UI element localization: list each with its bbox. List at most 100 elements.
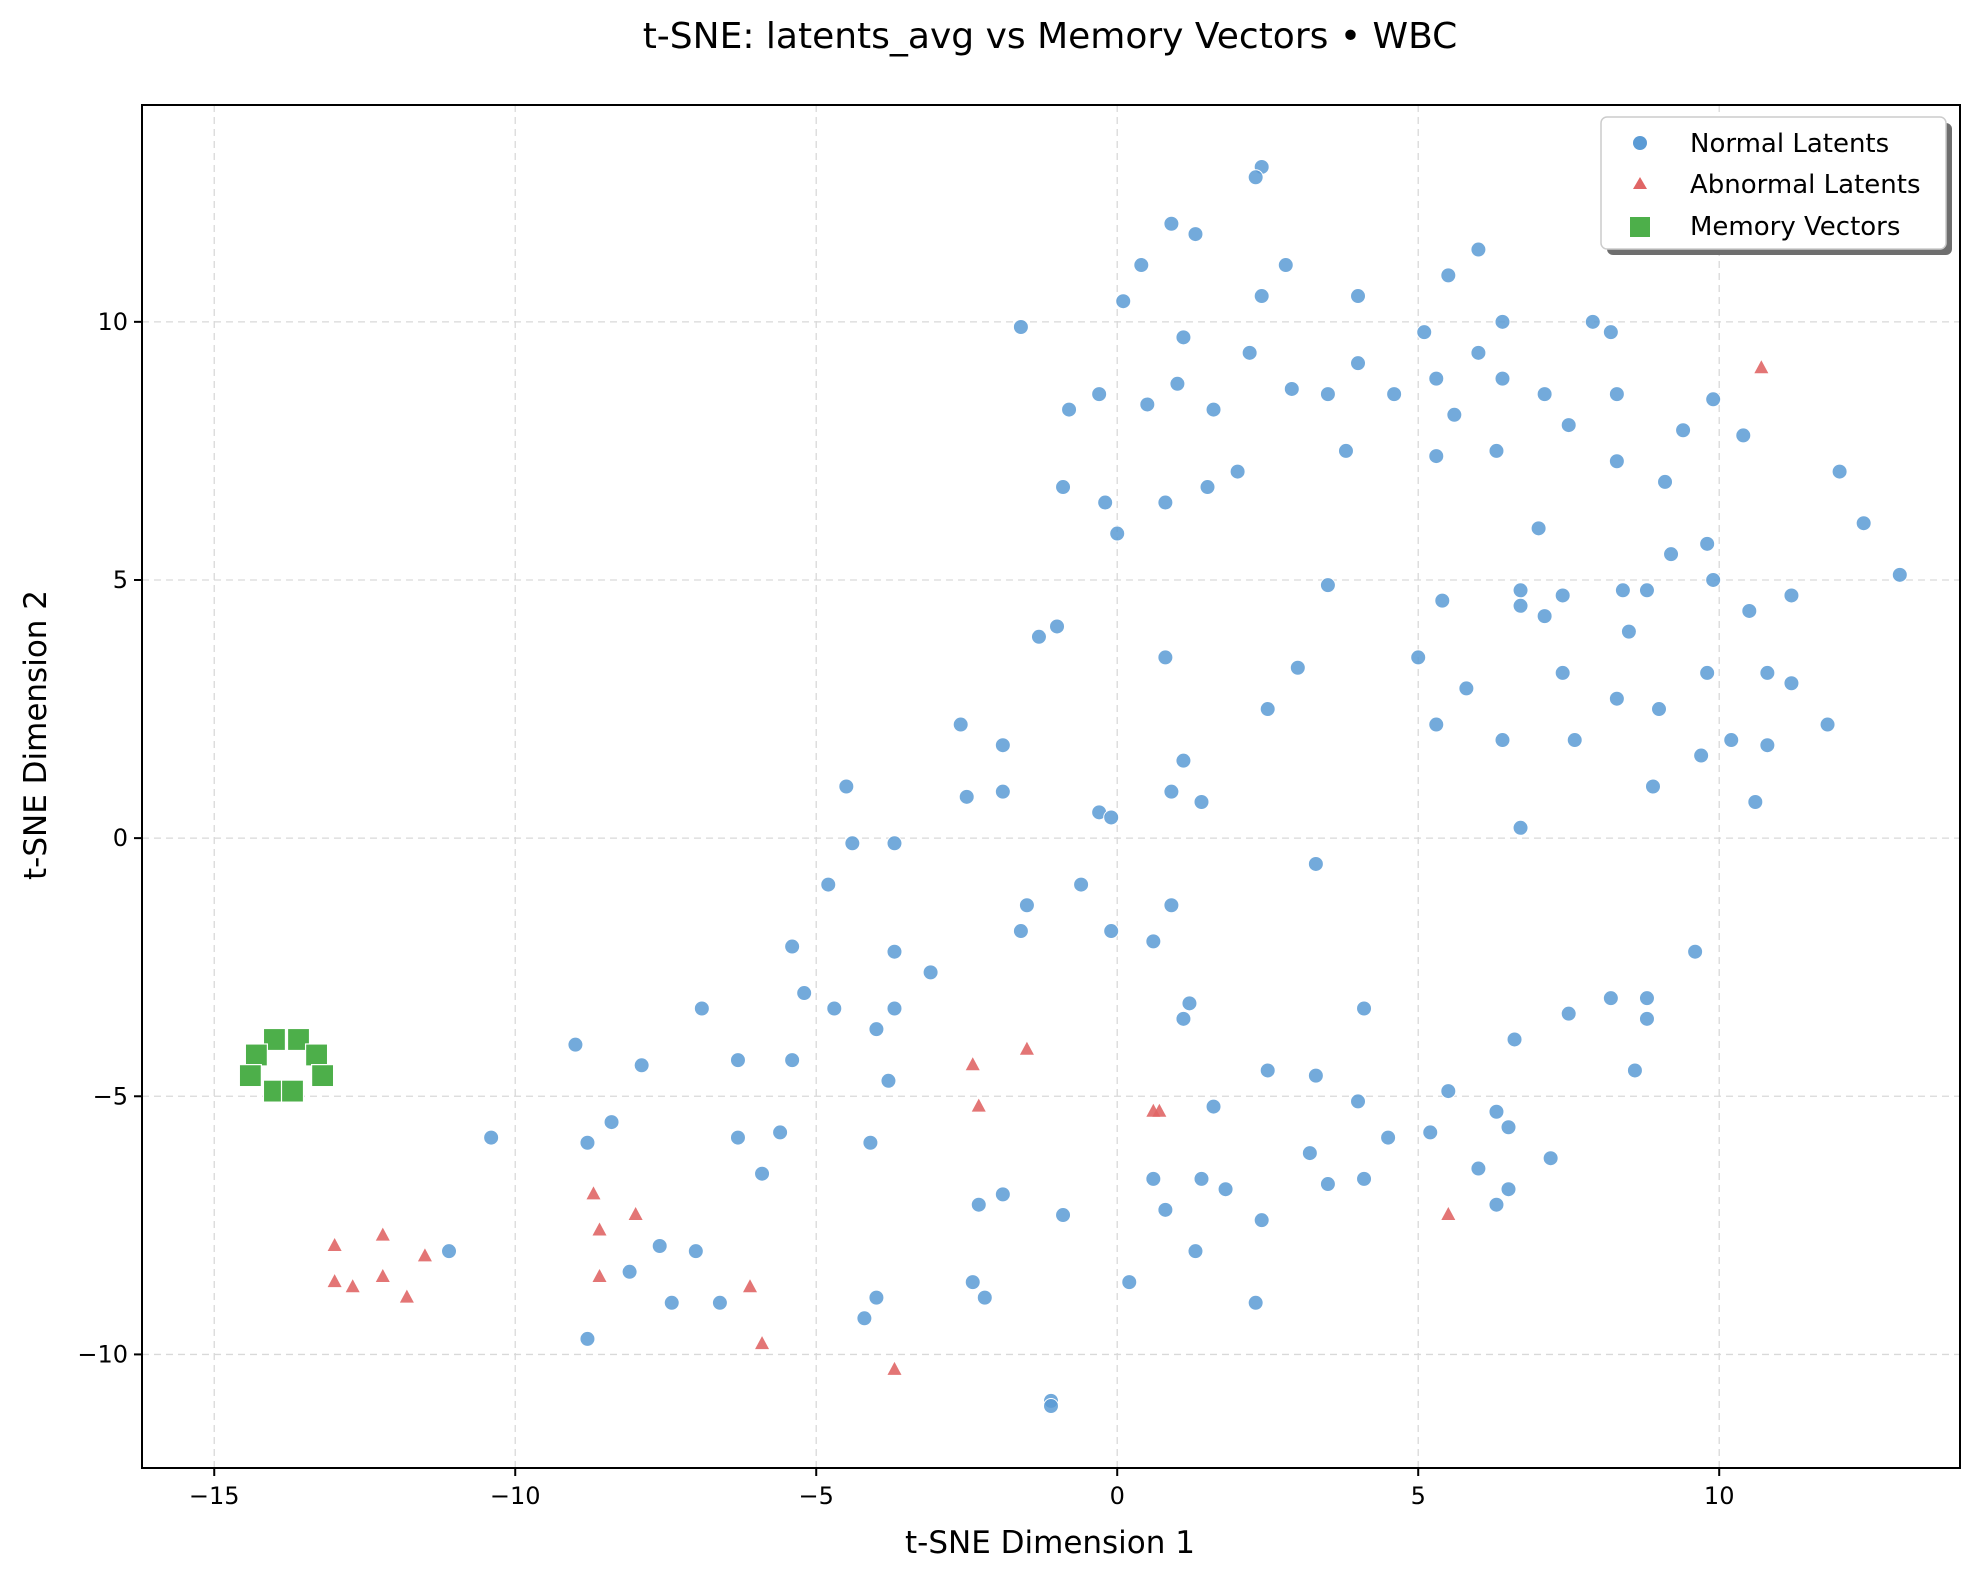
normal-latent-point [1205,401,1222,418]
normal-latent-point [1584,313,1601,330]
legend-marker-abnormal [1633,177,1647,189]
normal-latent-point [1783,587,1800,604]
x-tick-label: 5 [1411,1482,1426,1510]
normal-latent-point [1205,1098,1222,1115]
normal-latent-point [1554,664,1571,681]
normal-latent-point [1428,448,1445,465]
normal-latent-point [1307,855,1324,872]
x-tick-label: −15 [189,1482,240,1510]
normal-latent-point [1536,386,1553,403]
normal-latent-point [952,716,969,733]
abnormal-latent-point [592,1222,607,1236]
normal-latent-point [1163,783,1180,800]
normal-latent-point [1259,701,1276,718]
normal-latent-point [856,1310,873,1327]
y-tick-label: −10 [77,1340,128,1368]
normal-latent-point [1319,1176,1336,1193]
y-tick-label: 0 [113,824,128,852]
normal-latent-point [880,1072,897,1089]
normal-latent-point [1699,535,1716,552]
normal-latent-point [1855,515,1872,532]
normal-latent-point [1259,1062,1276,1079]
normal-latent-point [1073,876,1090,893]
y-tick-label: −5 [93,1082,128,1110]
abnormal-latent-point [743,1279,758,1293]
y-axis-label: t-SNE Dimension 2 [18,590,54,880]
normal-latent-point [754,1165,771,1182]
normal-latent-point [1193,793,1210,810]
memory-vector-point [304,1043,329,1067]
normal-latent-point [1163,897,1180,914]
abnormal-latent-point [1754,360,1769,374]
normal-latent-point [1157,494,1174,511]
normal-latent-point [1055,1207,1072,1224]
normal-latent-point [976,1289,993,1306]
normal-latent-point [1657,473,1674,490]
normal-latent-point [1494,732,1511,749]
normal-latent-point [784,1052,801,1069]
x-tick-label: 0 [1110,1482,1125,1510]
normal-latent-point [868,1289,885,1306]
normal-latent-point [862,1134,879,1151]
legend-label-abnormal: Abnormal Latents [1690,170,1920,200]
normal-latent-point [1103,809,1120,826]
abnormal-latent-point [887,1361,902,1375]
normal-latent-point [1247,169,1264,186]
normal-latent-point [483,1129,500,1146]
normal-latent-point [1229,463,1246,480]
normal-latent-point [1193,1170,1210,1187]
normal-latent-point [1512,819,1529,836]
normal-latent-point [1735,427,1752,444]
normal-latent-point [729,1129,746,1146]
normal-latent-point [1500,1119,1517,1136]
normal-latent-point [1723,732,1740,749]
memory-vector-point [280,1079,305,1103]
normal-latent-point [784,938,801,955]
normal-latent-point [1651,701,1668,718]
abnormal-latent-point [327,1237,342,1251]
normal-latent-point [838,778,855,795]
normal-latent-point [1091,386,1108,403]
abnormal-latent-point [1019,1041,1034,1055]
normal-latent-point [772,1124,789,1141]
normal-latent-point [994,783,1011,800]
normal-latent-point [1638,1010,1655,1027]
normal-latent-point [1470,344,1487,361]
normal-latent-point [1530,520,1547,537]
normal-latent-point [1307,1067,1324,1084]
normal-latent-point [1187,1243,1204,1260]
normal-latent-point [1759,664,1776,681]
normal-latent-point [964,1274,981,1291]
normal-latent-point [1103,923,1120,940]
abnormal-latent-point [586,1186,601,1200]
normal-latent-point [1741,602,1758,619]
chart-title: t-SNE: latents_avg vs Memory Vectors • W… [643,16,1458,57]
normal-latent-point [820,876,837,893]
normal-latent-point [1169,375,1186,392]
normal-latent-point [441,1243,458,1260]
normal-latent-point [1337,442,1354,459]
normal-latent-point [1350,1093,1367,1110]
normal-latent-point [1012,319,1029,336]
normal-latent-point [1470,1160,1487,1177]
normal-latent-point [1638,990,1655,1007]
normal-latent-point [1759,737,1776,754]
normal-latent-point [1536,608,1553,625]
normal-latent-point [1626,1062,1643,1079]
normal-latent-point [1819,716,1836,733]
normal-latent-point [1638,582,1655,599]
normal-latent-point [1644,778,1661,795]
normal-latent-point [1253,1212,1270,1229]
normal-latent-point [1157,1201,1174,1218]
normal-latent-point [1699,664,1716,681]
normal-latent-point [1049,618,1066,635]
normal-latent-point [1705,571,1722,588]
abnormal-latent-point [417,1248,432,1262]
normal-latent-point [1350,288,1367,305]
normal-latent-point [1608,453,1625,470]
normal-latent-point [579,1330,596,1347]
normal-latent-point [1891,566,1908,583]
normal-latent-point [1458,680,1475,697]
normal-latent-point [1705,391,1722,408]
normal-latent-point [1434,592,1451,609]
